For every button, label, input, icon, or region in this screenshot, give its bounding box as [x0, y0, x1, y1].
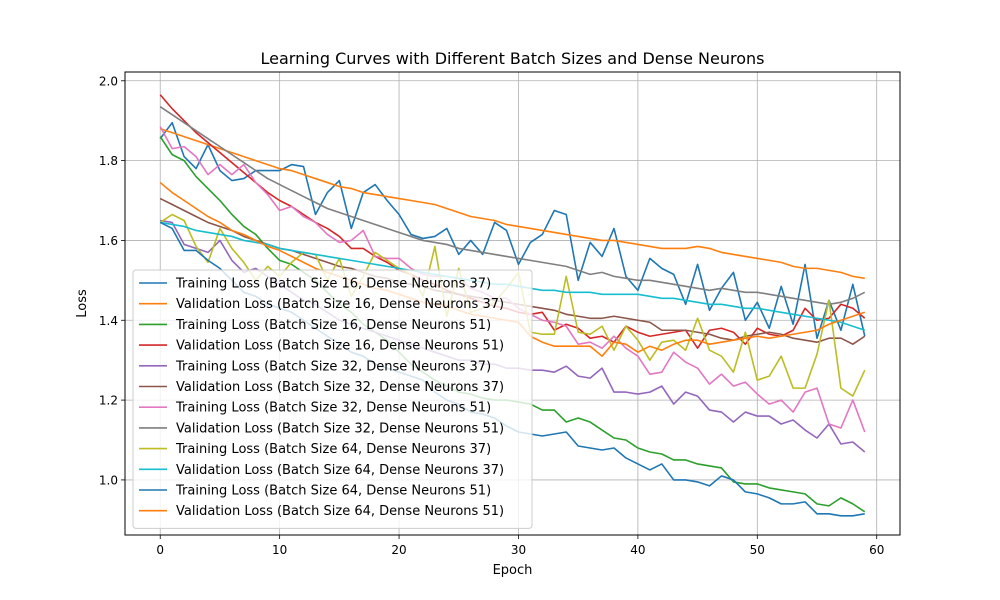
- plot-area-frame: [124, 71, 901, 536]
- chart-title: Learning Curves with Different Batch Siz…: [261, 49, 765, 68]
- legend-entry: Validation Loss (Batch Size 32, Dense Ne…: [176, 421, 504, 436]
- y-axis-label: Loss: [75, 289, 90, 318]
- x-axis-ticks: 0 10 20 30 40 50 60: [156, 535, 884, 557]
- legend-box: [132, 269, 533, 529]
- x-tick-label: 40: [630, 543, 645, 557]
- x-tick-label: 50: [750, 543, 765, 557]
- legend-entry: Training Loss (Batch Size 64, Dense Neur…: [175, 442, 491, 457]
- series-line-1: [159, 121, 866, 340]
- x-axis-label: Epoch: [493, 563, 533, 578]
- legend-entry: Training Loss (Batch Size 32, Dense Neur…: [175, 401, 491, 416]
- x-tick-label: 30: [511, 543, 526, 557]
- series-line-8: [159, 106, 866, 306]
- legend-entry: Validation Loss (Batch Size 16, Dense Ne…: [176, 339, 504, 354]
- legend-entry: Validation Loss (Batch Size 64, Dense Ne…: [176, 463, 504, 478]
- legend-entry: Training Loss (Batch Size 16, Dense Neur…: [175, 318, 491, 333]
- legend-entry: Training Loss (Batch Size 64, Dense Neur…: [175, 484, 491, 499]
- x-tick-label: 60: [869, 543, 884, 557]
- series-line-2: [159, 127, 865, 280]
- y-tick-label: 1.8: [99, 154, 118, 168]
- y-tick-label: 1.6: [99, 234, 118, 248]
- legend-entry: Validation Loss (Batch Size 64, Dense Ne…: [176, 504, 504, 519]
- legend-entry: Validation Loss (Batch Size 32, Dense Ne…: [176, 380, 504, 395]
- legend-entry: Training Loss (Batch Size 32, Dense Neur…: [175, 359, 491, 374]
- y-tick-label: 1.4: [99, 314, 118, 328]
- y-tick-label: 2.0: [99, 74, 118, 88]
- x-tick-label: 10: [272, 543, 287, 557]
- x-tick-label: 0: [156, 543, 164, 557]
- x-tick-label: 20: [391, 543, 406, 557]
- y-tick-label: 1.0: [99, 473, 118, 487]
- y-axis-ticks: 1.0 1.2 1.4 1.6 1.8 2.0: [99, 74, 125, 487]
- y-tick-label: 1.2: [99, 394, 118, 408]
- legend-entry: Validation Loss (Batch Size 16, Dense Ne…: [176, 297, 504, 312]
- legend: Training Loss (Batch Size 16, Dense Neur…: [132, 269, 533, 529]
- legend-entry: Training Loss (Batch Size 16, Dense Neur…: [175, 277, 491, 292]
